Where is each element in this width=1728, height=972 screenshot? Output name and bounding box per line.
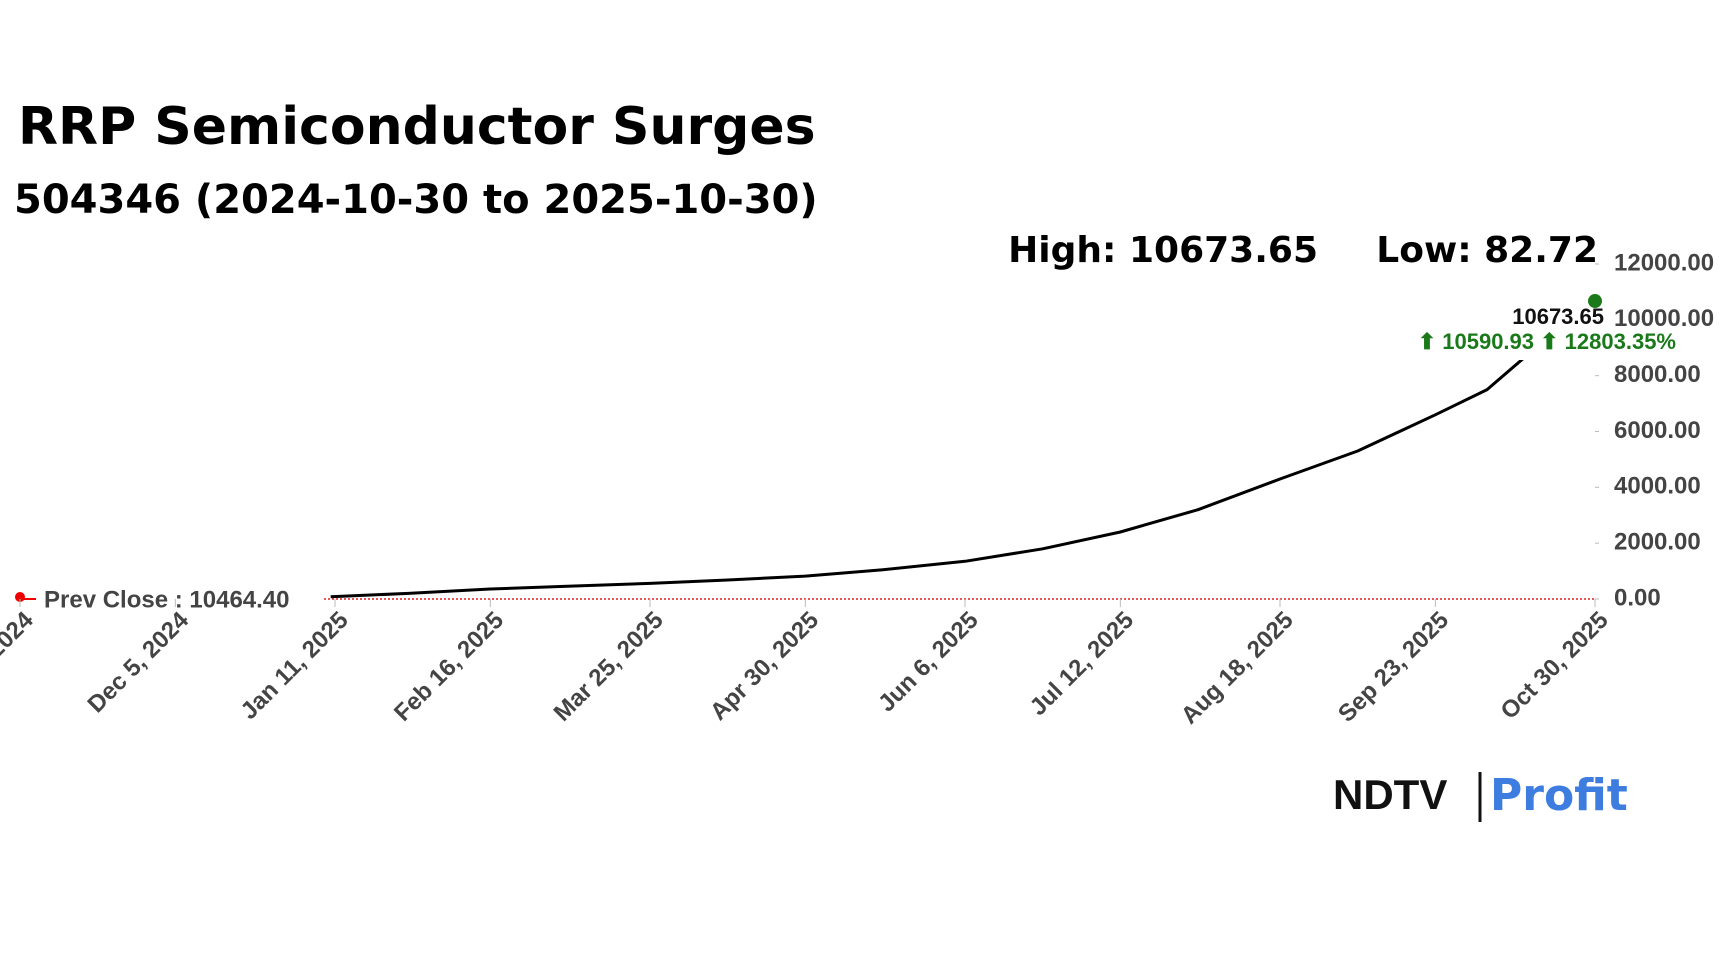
change-label: ⬆ 10590.93 ⬆ 12803.35% [1418, 329, 1676, 354]
y-tick-label: 6000.00 [1614, 417, 1701, 444]
x-tick-label: Oct 30, 2024 [0, 606, 39, 725]
chart-subtitle: 504346 (2024-10-30 to 2025-10-30) [14, 177, 818, 223]
y-tick-label: 2000.00 [1614, 529, 1701, 556]
last-value-label: 10673.65 [1512, 304, 1604, 329]
high-label: High: 10673.65 [1008, 230, 1318, 271]
annotation-bg [1418, 300, 1598, 360]
x-tick-label: Jan 11, 2025 [236, 607, 354, 725]
y-tick-label: 0.00 [1614, 584, 1661, 611]
x-tick-label: Dec 5, 2024 [83, 606, 195, 718]
prev-close-label: Prev Close : 10464.40 [44, 586, 290, 613]
x-tick-label: Mar 25, 2025 [549, 607, 669, 727]
chart-title: RRP Semiconductor Surges [18, 97, 816, 157]
logo-product: Profit [1490, 770, 1628, 821]
x-tick-label: Sep 23, 2025 [1333, 607, 1454, 728]
prev-close-bg [12, 584, 324, 618]
logo: NDTV Profit [1333, 770, 1628, 822]
x-tick-label: Oct 30, 2025 [1496, 607, 1614, 725]
low-label: Low: 82.72 [1376, 230, 1598, 271]
x-tick-label: Apr 30, 2025 [705, 607, 824, 726]
y-tick-label: 10000.00 [1614, 305, 1714, 332]
x-tick-label: Aug 18, 2025 [1176, 607, 1299, 730]
logo-brand: NDTV [1333, 771, 1447, 818]
last-point [1588, 294, 1602, 309]
x-tick-label: Jun 6, 2025 [873, 607, 984, 718]
y-tick-label: 8000.00 [1614, 361, 1701, 388]
price-line [330, 299, 1596, 599]
y-tick-label: 4000.00 [1614, 473, 1701, 500]
x-tick-label: Jul 12, 2025 [1025, 607, 1139, 721]
x-tick-label: Feb 16, 2025 [389, 607, 509, 727]
y-tick-label: 12000.00 [1614, 249, 1714, 276]
